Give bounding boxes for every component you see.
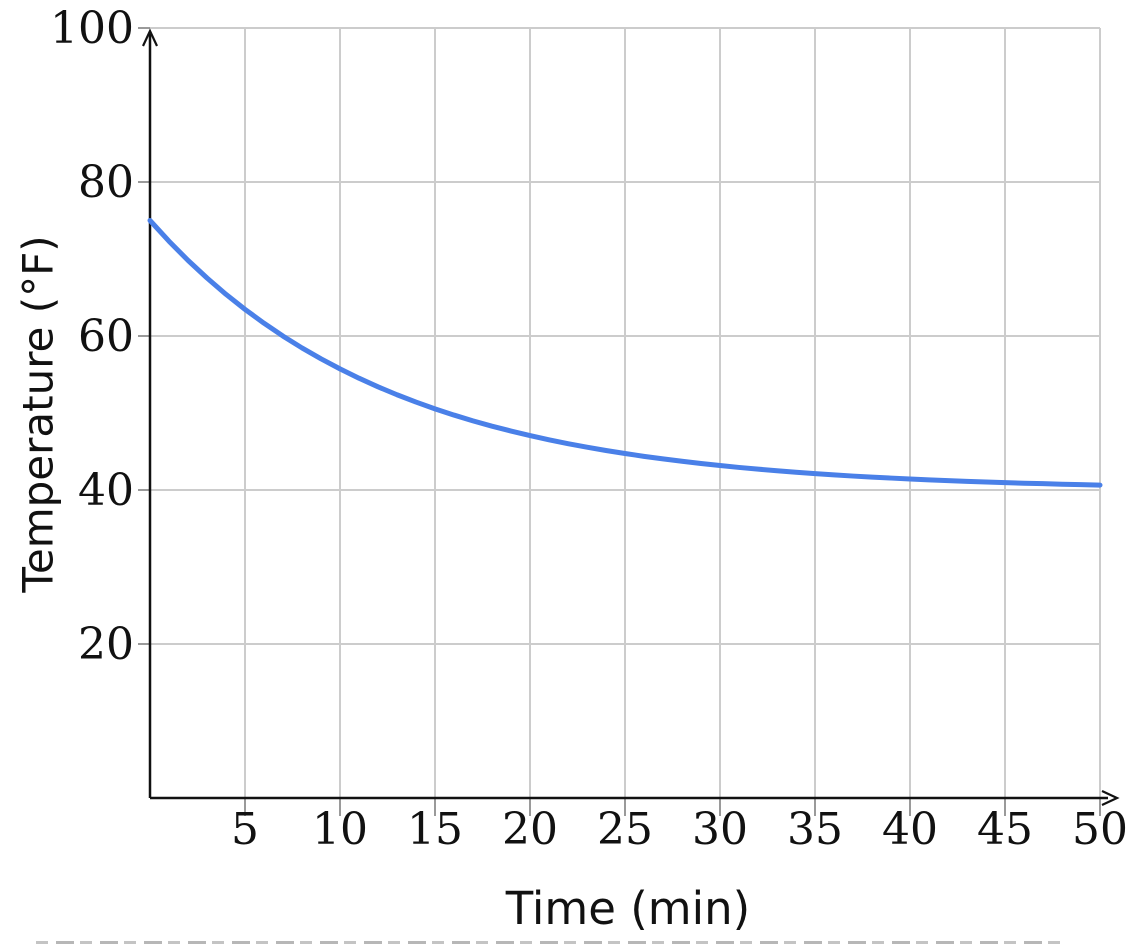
x-tick-label: 35 — [787, 804, 843, 855]
cropped-text-artifact — [36, 941, 1066, 944]
y-tick-label: 60 — [78, 311, 134, 362]
y-axis-title: Temperature (°F) — [13, 235, 63, 593]
x-tick-label: 30 — [692, 804, 748, 855]
x-tick-label: 40 — [882, 804, 938, 855]
y-tick-label: 40 — [78, 465, 134, 516]
y-axis-arrow-icon — [142, 28, 158, 47]
x-tick-label: 10 — [312, 804, 368, 855]
x-axis-title: Time (min) — [505, 882, 751, 935]
x-tick-label: 5 — [231, 804, 259, 855]
y-tick-label: 20 — [78, 619, 134, 670]
x-tick-label: 45 — [977, 804, 1033, 855]
x-axis-arrow-icon — [1101, 790, 1120, 806]
y-tick-label: 80 — [78, 157, 134, 208]
x-tick-label: 20 — [502, 804, 558, 855]
y-tick-label: 100 — [50, 3, 134, 54]
x-tick-label: 15 — [407, 804, 463, 855]
x-tick-label: 50 — [1072, 804, 1128, 855]
x-tick-label: 25 — [597, 804, 653, 855]
temperature-curve — [147, 218, 1103, 488]
